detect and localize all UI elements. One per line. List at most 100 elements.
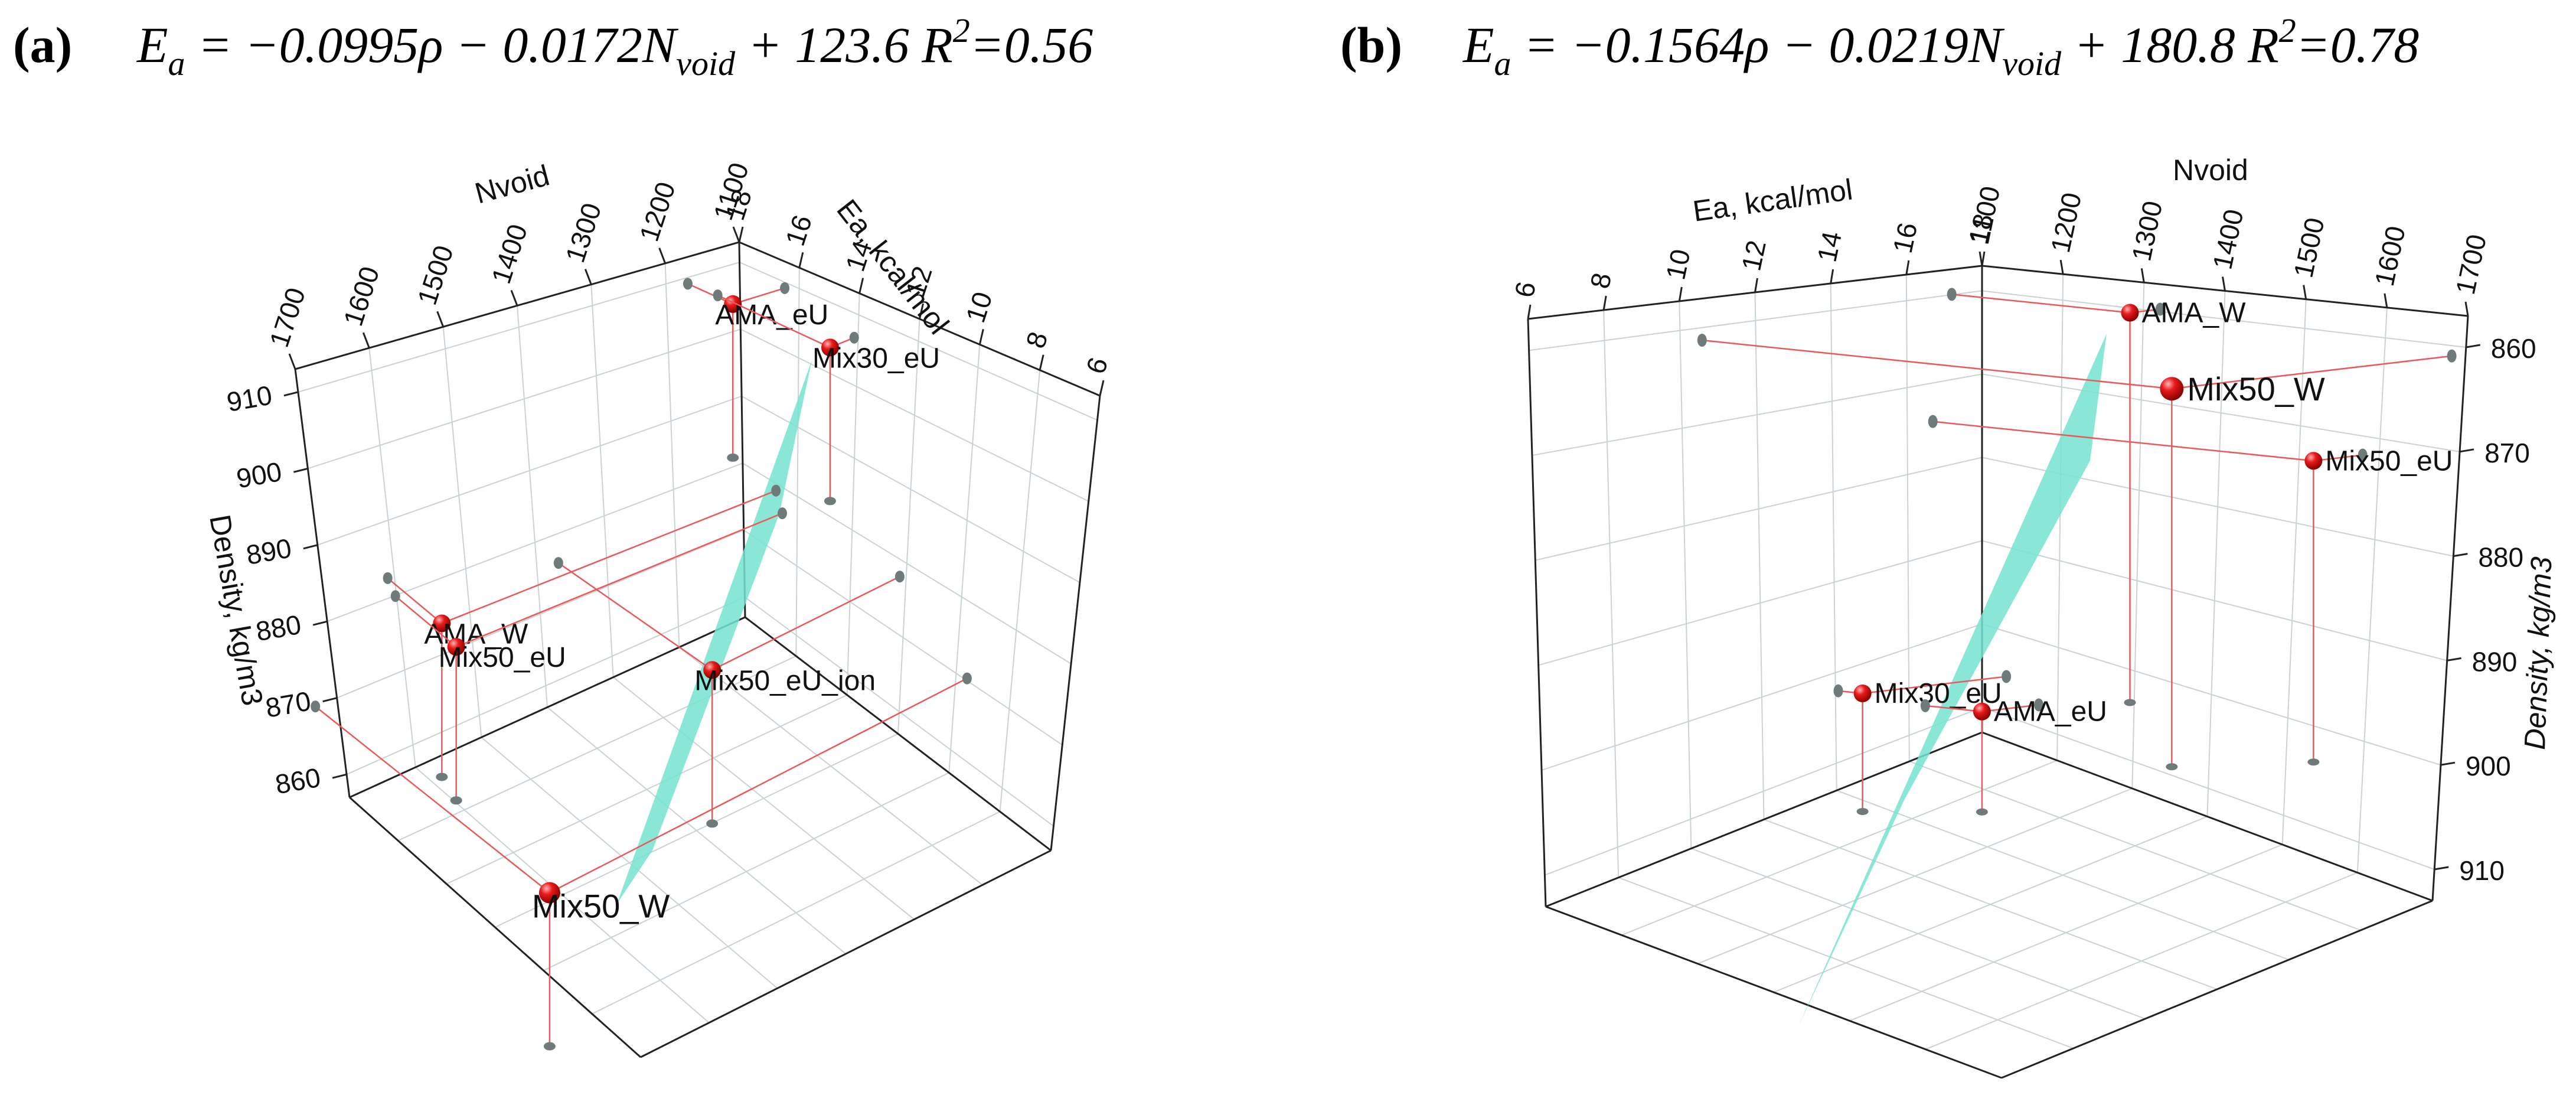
- wall-shadow: [1947, 288, 1957, 301]
- data-point: [538, 882, 560, 904]
- floor-shadow: [2307, 758, 2320, 766]
- data-point: [447, 638, 465, 656]
- projection-line: [456, 512, 783, 648]
- ea-tick-mark: [738, 226, 744, 243]
- ea-tick-label: 8: [1584, 270, 1617, 291]
- panel-b-letter: (b): [1340, 17, 1402, 73]
- projection-line: [732, 287, 785, 305]
- wall-shadow: [771, 484, 781, 497]
- grid-line-ea-floor: [446, 694, 848, 885]
- axis-box-edge: [1545, 731, 1983, 908]
- nvoid-tick-mark: [1978, 251, 1983, 266]
- data-point: [703, 661, 721, 679]
- nvoid-tick-mark: [584, 269, 592, 285]
- ea-tick-mark: [1678, 286, 1683, 302]
- ea-tick-mark: [1527, 304, 1532, 320]
- nvoid-tick-label: 1400: [2206, 207, 2249, 272]
- data-point-label: Mix30_eU: [812, 343, 940, 374]
- density-tick-mark: [2453, 553, 2468, 558]
- panel-b-eq-intercept: + 180.8 R: [2061, 17, 2279, 73]
- floor-shadow: [706, 819, 719, 828]
- panel-b-eq-sup: 2: [2279, 11, 2296, 50]
- projection-line: [549, 677, 968, 894]
- axis-box-edge: [294, 369, 351, 798]
- wall-shadow: [1697, 334, 1707, 347]
- density-tick-label: 880: [253, 609, 303, 647]
- wall-shadow: [780, 282, 790, 294]
- projection-line: [441, 490, 776, 624]
- wall-shadow: [2155, 302, 2165, 316]
- data-point: [2121, 304, 2139, 322]
- nvoid-tick-mark: [658, 247, 667, 264]
- wall-shadow: [2358, 448, 2368, 462]
- floor-shadow: [436, 773, 448, 781]
- floor-shadow: [727, 453, 739, 462]
- ea-tick-mark: [1039, 354, 1044, 371]
- nvoid-tick-mark: [2059, 259, 2064, 275]
- nvoid-tick-mark: [2222, 276, 2226, 291]
- ea-axis-title: Ea, kcal/mol: [1691, 173, 1855, 228]
- wall-shadow: [1920, 699, 1930, 712]
- density-tick-label: 860: [2491, 333, 2536, 364]
- floor-shadow: [543, 1042, 556, 1051]
- wall-shadow: [849, 331, 859, 344]
- density-tick-mark: [312, 620, 328, 626]
- grid-line-ea-wall: [999, 370, 1041, 812]
- nvoid-tick-label: 1600: [2369, 223, 2411, 289]
- density-tick-label: 890: [244, 532, 294, 571]
- density-tick-mark: [2447, 657, 2461, 661]
- ea-tick-label: 10: [959, 288, 998, 327]
- ea-tick-label: 12: [1735, 237, 1772, 273]
- grid-line-ea-wall: [897, 318, 920, 734]
- grid-line-nvoid-wall: [2356, 307, 2388, 873]
- grid-line-nvoid-wall: [2056, 274, 2064, 761]
- density-tick-label: 870: [263, 685, 314, 724]
- grid-line-nvoid-floor: [1849, 844, 2283, 1022]
- data-point: [1853, 685, 1872, 702]
- data-point: [433, 614, 451, 633]
- axis-box-edge: [745, 616, 1052, 852]
- ea-tick-label: 16: [779, 211, 818, 250]
- wall-shadow: [962, 672, 972, 685]
- nvoid-tick-mark: [2303, 285, 2307, 299]
- nvoid-tick-label: 1200: [634, 178, 681, 245]
- projection-line: [315, 706, 550, 894]
- nvoid-tick-label: 1500: [2288, 215, 2330, 281]
- ea-tick-mark: [978, 328, 984, 345]
- axis-box-edge: [1545, 905, 2002, 1079]
- projection-line: [1925, 705, 1983, 712]
- data-point: [2160, 377, 2184, 401]
- density-tick-mark: [293, 467, 308, 473]
- density-tick-mark: [2434, 866, 2449, 871]
- data-point-label: AMA_eU: [715, 299, 828, 331]
- ea-tick-label: 8: [1020, 328, 1053, 351]
- wall-shadow: [553, 557, 563, 569]
- grid-line-ea-wall: [948, 344, 981, 773]
- data-point-label: Mix50_eU_ion: [694, 665, 876, 696]
- grid-line-ea-wall: [1905, 274, 1910, 762]
- panel-b-chart: 6 8 10 12 14 16 18 Ea, kcal/mol 1100 1200 1300 1400…: [1509, 154, 2558, 1079]
- data-point-label: AMA_eU: [1994, 696, 2107, 728]
- density-tick-label: 910: [224, 379, 275, 418]
- grid-line-nvoid-wall: [590, 284, 614, 677]
- projection-line: [394, 595, 457, 648]
- nvoid-axis-title: Nvoid: [471, 158, 553, 210]
- floor-shadow: [1976, 808, 1988, 816]
- panel-a-eq-lhs: E: [136, 17, 168, 73]
- wall-shadow: [777, 507, 787, 520]
- nvoid-tick-label: 1100: [1964, 184, 2006, 247]
- wall-shadow: [383, 572, 393, 584]
- wall-shadow: [1928, 415, 1938, 428]
- grid-line-nvoid-wall: [442, 327, 482, 738]
- axis-box-edge: [1981, 731, 2433, 902]
- floor-shadow: [2166, 763, 2178, 771]
- panel-b-eq-nsub: void: [2002, 44, 2062, 83]
- density-tick-label: 910: [2459, 855, 2505, 886]
- nvoid-tick-mark: [2384, 293, 2388, 308]
- nvoid-tick-mark: [288, 353, 296, 370]
- floor-shadow: [2124, 699, 2136, 706]
- panel-a-equation: Ea = −0.0995ρ − 0.0172Nvoid + 123.6 R2=0…: [136, 11, 1093, 83]
- data-point-label: Mix50_W: [2187, 370, 2325, 408]
- ea-tick-mark: [1754, 278, 1758, 293]
